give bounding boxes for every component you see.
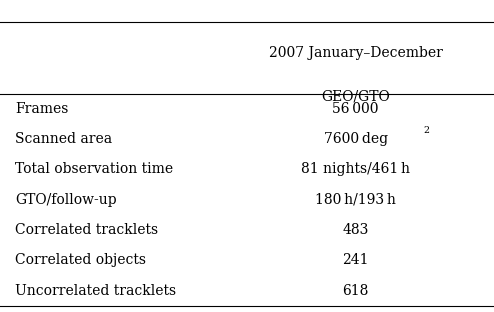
Text: 618: 618	[342, 284, 369, 298]
Text: Uncorrelated tracklets: Uncorrelated tracklets	[15, 284, 176, 298]
Text: 180 h/193 h: 180 h/193 h	[315, 193, 396, 207]
Text: 56 000: 56 000	[332, 102, 379, 116]
Text: 81 nights/461 h: 81 nights/461 h	[301, 162, 410, 176]
Text: Correlated tracklets: Correlated tracklets	[15, 223, 158, 237]
Text: Total observation time: Total observation time	[15, 162, 173, 176]
Text: Scanned area: Scanned area	[15, 132, 112, 146]
Text: Correlated objects: Correlated objects	[15, 253, 146, 267]
Text: GEO/GTO: GEO/GTO	[321, 90, 390, 104]
Text: GTO/follow-up: GTO/follow-up	[15, 193, 117, 207]
Text: 7600 deg: 7600 deg	[324, 132, 388, 146]
Text: Frames: Frames	[15, 102, 68, 116]
Text: 2: 2	[424, 126, 430, 135]
Text: 483: 483	[342, 223, 369, 237]
Text: 2007 January–December: 2007 January–December	[269, 46, 443, 60]
Text: 241: 241	[342, 253, 369, 267]
